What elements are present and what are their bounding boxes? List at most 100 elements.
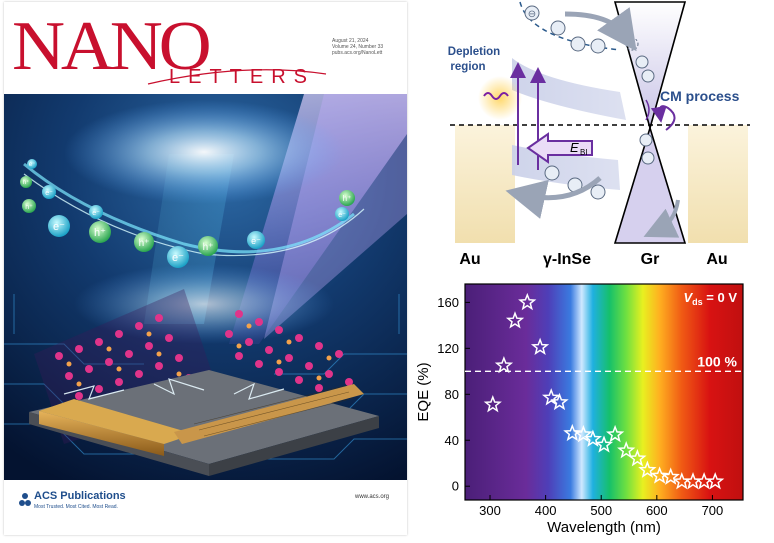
carrier-0: e⁻ bbox=[27, 159, 37, 169]
data-point-star bbox=[483, 395, 502, 413]
eqe-chart: 100 % Vds = 0 V 300 400 500 600 700 0 40 80 120 1… bbox=[410, 280, 774, 538]
publisher-website: www.acs.org bbox=[354, 494, 389, 500]
carrier-2: e⁻ bbox=[42, 185, 56, 199]
data-point-star bbox=[706, 472, 725, 490]
photon-glow bbox=[478, 76, 522, 120]
y-tick-label: 120 bbox=[437, 341, 459, 356]
data-point-star bbox=[518, 292, 537, 311]
label-graphene: Gr bbox=[641, 251, 660, 268]
gold-electrode-right bbox=[174, 384, 364, 444]
built-in-field-arrow bbox=[526, 132, 593, 164]
reference-label: 100 % bbox=[697, 353, 737, 369]
y-tick-label: 80 bbox=[445, 387, 459, 402]
field-subscript: BI bbox=[580, 148, 588, 157]
journal-title-letters: LETTERS bbox=[169, 66, 316, 88]
field-label: E bbox=[570, 140, 579, 155]
issue-date: August 21, 2024 bbox=[332, 38, 369, 44]
carrier-stream bbox=[23, 162, 355, 254]
label-au-right: Au bbox=[706, 251, 727, 268]
cover-masthead: NANO LETTERS August 21, 2024 Volume 24, … bbox=[4, 2, 407, 94]
data-points bbox=[483, 292, 725, 490]
data-point-star bbox=[638, 460, 657, 478]
data-point-star bbox=[494, 356, 514, 374]
svg-text:h⁺: h⁺ bbox=[94, 227, 106, 239]
carrier-6: h⁺ bbox=[134, 232, 154, 252]
y-tick-label: 40 bbox=[445, 433, 459, 448]
svg-text:h⁺: h⁺ bbox=[139, 238, 150, 249]
svg-text:e⁻: e⁻ bbox=[92, 210, 100, 217]
x-tick-label: 700 bbox=[702, 503, 724, 518]
x-tick-label: 400 bbox=[535, 503, 557, 518]
carrier-7: e⁻ bbox=[167, 246, 189, 268]
gold-electrode-left bbox=[39, 411, 164, 456]
condition-label: Vds = 0 V bbox=[683, 290, 737, 307]
axis-ticks: 300 400 500 600 700 0 40 80 120 160 bbox=[437, 295, 723, 518]
depletion-label-line2: region bbox=[450, 61, 485, 73]
svg-text:h⁺: h⁺ bbox=[23, 179, 30, 186]
x-axis-label: Wavelength (nm) bbox=[547, 519, 661, 536]
svg-text:e⁻: e⁻ bbox=[251, 236, 261, 246]
cm-arrow-icon bbox=[650, 105, 676, 131]
conduction-band bbox=[512, 58, 626, 120]
data-point-star bbox=[583, 429, 602, 447]
svg-text:h⁺: h⁺ bbox=[343, 194, 352, 203]
label-au-left: Au bbox=[459, 251, 480, 268]
data-point-star bbox=[550, 392, 569, 411]
data-point-star bbox=[628, 448, 647, 467]
plot-area bbox=[464, 283, 744, 501]
depletion-label-line1: Depletion bbox=[448, 46, 500, 58]
journal-cover: NANO LETTERS August 21, 2024 Volume 24, … bbox=[4, 2, 407, 535]
carrier-5: h⁺ bbox=[89, 221, 111, 243]
data-point-star bbox=[574, 424, 593, 443]
svg-text:h⁺: h⁺ bbox=[25, 204, 33, 211]
svg-text:e⁻: e⁻ bbox=[172, 252, 184, 264]
carrier-9: e⁻ bbox=[247, 231, 265, 249]
svg-text:h⁺: h⁺ bbox=[203, 242, 214, 253]
svg-text:e⁻: e⁻ bbox=[45, 190, 53, 197]
y-axis-label: EQE (%) bbox=[415, 362, 432, 421]
data-point-star bbox=[541, 388, 561, 406]
data-point-star bbox=[563, 423, 582, 442]
carrier-12: e⁻ bbox=[335, 207, 349, 221]
graphene-cone-lower bbox=[613, 125, 687, 244]
band-diagram: ⊖ E BI Depletion region CM process Au γ-… bbox=[420, 0, 774, 275]
photon-icon bbox=[483, 92, 509, 100]
label-inse: γ-InSe bbox=[543, 251, 591, 268]
carrier-11: h⁺ bbox=[339, 190, 355, 206]
au-contact-right bbox=[688, 125, 748, 243]
svg-text:e⁻: e⁻ bbox=[338, 212, 346, 219]
eqe-chart-svg: 100 % Vds = 0 V 300 400 500 600 700 0 40 80 120 1… bbox=[415, 283, 744, 536]
issue-volume: Volume 24, Number 33 bbox=[332, 44, 384, 50]
y-tick-label: 0 bbox=[452, 479, 459, 494]
carrier-10: e⁻ bbox=[89, 205, 103, 219]
data-point-star bbox=[530, 337, 550, 356]
cover-footer: ACS Publications Most Trusted. Most Cite… bbox=[4, 480, 407, 535]
data-point-star bbox=[606, 424, 625, 443]
acs-logo-icon bbox=[19, 493, 31, 506]
carrier-8: h⁺ bbox=[198, 236, 218, 256]
carrier-3: h⁺ bbox=[22, 199, 36, 213]
publisher-tagline: Most Trusted. Most Cited. Most Read. bbox=[34, 504, 118, 510]
lattice-graphene-side bbox=[225, 310, 353, 392]
au-contact-left bbox=[455, 125, 515, 243]
issue-info: August 21, 2024 Volume 24, Number 33 pub… bbox=[332, 38, 402, 56]
svg-text:⊖: ⊖ bbox=[528, 9, 536, 20]
svg-text:e⁻: e⁻ bbox=[29, 162, 36, 168]
graphene-cone-upper bbox=[613, 1, 687, 131]
data-point-star bbox=[650, 466, 669, 484]
carrier-1: h⁺ bbox=[20, 176, 32, 188]
charge-carriers: e⁻ h⁺ e⁻ h⁺ e⁻ h⁺ h⁺ e⁻ h⁺ e⁻ e⁻ h⁺ e⁻ bbox=[20, 159, 355, 268]
cm-process-label: CM process bbox=[660, 88, 740, 104]
band-diagram-svg: ⊖ E BI Depletion region CM process Au γ-… bbox=[448, 1, 750, 268]
electrons-top bbox=[524, 5, 655, 83]
cover-artwork: e⁻ h⁺ e⁻ h⁺ e⁻ h⁺ h⁺ e⁻ h⁺ e⁻ e⁻ h⁺ e⁻ bbox=[4, 94, 407, 480]
y-tick-label: 160 bbox=[437, 295, 459, 310]
data-point-star bbox=[661, 467, 680, 485]
svg-text:e⁻: e⁻ bbox=[53, 221, 65, 233]
data-point-star bbox=[617, 440, 636, 459]
title-swoosh bbox=[147, 69, 327, 85]
top-glow bbox=[64, 100, 344, 204]
data-point-star bbox=[505, 311, 525, 329]
issue-url: pubs.acs.org/NanoLett bbox=[332, 50, 383, 56]
carrier-4: e⁻ bbox=[48, 215, 70, 237]
